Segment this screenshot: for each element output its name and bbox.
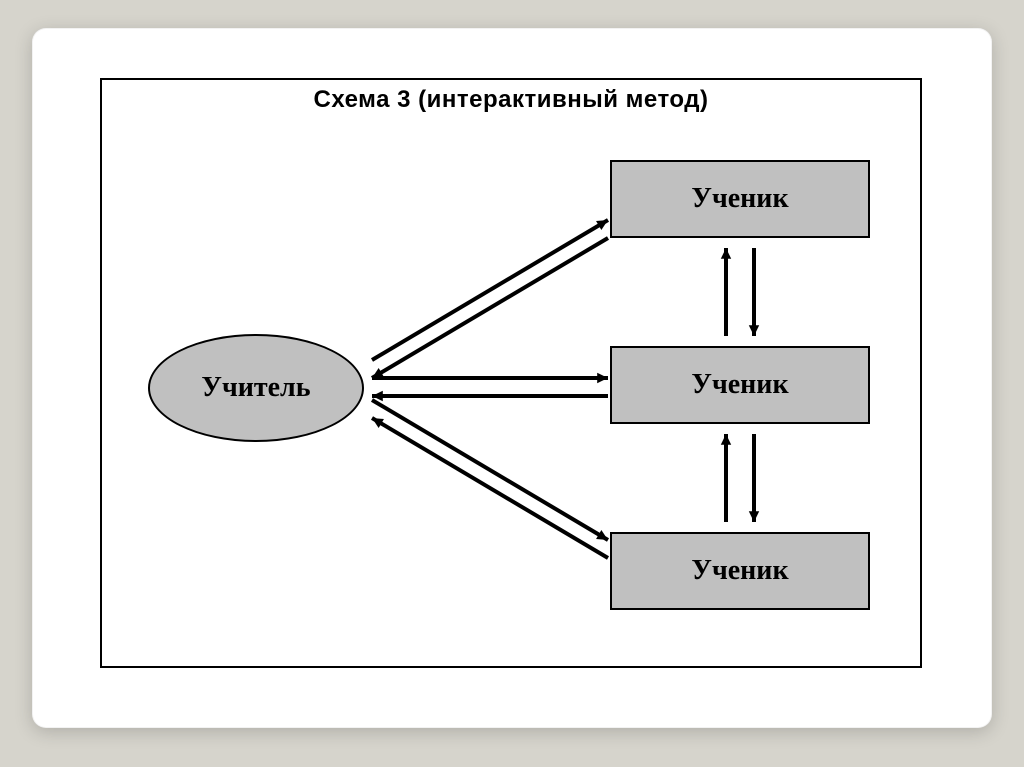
node-student-1: Ученик [610,160,870,238]
slide-background: Схема 3 (интерактивный метод) Учитель Уч… [0,0,1024,767]
node-student-3: Ученик [610,532,870,610]
node-student-1-label: Ученик [691,183,788,215]
node-student-2-label: Ученик [691,369,788,401]
node-student-3-label: Ученик [691,555,788,587]
diagram-frame: Схема 3 (интерактивный метод) Учитель Уч… [100,78,922,668]
slide: Схема 3 (интерактивный метод) Учитель Уч… [32,28,992,728]
node-teacher: Учитель [148,334,364,442]
node-student-2: Ученик [610,346,870,424]
diagram-title: Схема 3 (интерактивный метод) [102,86,920,114]
node-teacher-label: Учитель [201,372,310,404]
